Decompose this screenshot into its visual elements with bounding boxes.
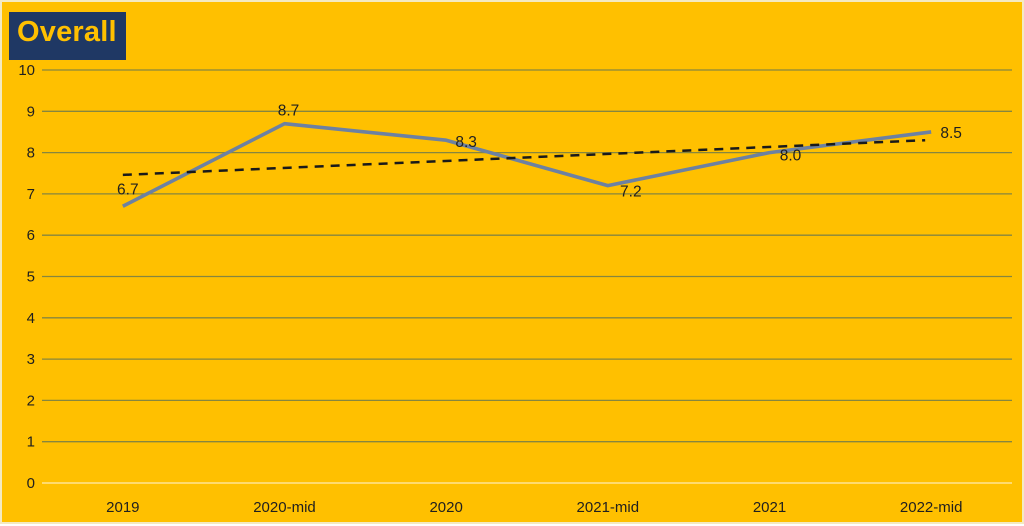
y-tick-label: 9 bbox=[27, 103, 35, 120]
x-category-label: 2019 bbox=[106, 499, 139, 516]
data-label: 8.5 bbox=[940, 125, 962, 142]
data-label: 8.7 bbox=[278, 103, 300, 120]
trendline-dashed bbox=[122, 138, 926, 177]
x-category-label: 2021-mid bbox=[577, 499, 640, 516]
y-tick-label: 10 bbox=[18, 62, 35, 79]
chart-title: Overall bbox=[17, 16, 117, 48]
series-line-overall bbox=[122, 121, 932, 208]
y-tick-label: 2 bbox=[27, 392, 35, 409]
y-tick-label: 7 bbox=[27, 186, 35, 203]
data-label: 8.3 bbox=[455, 134, 477, 151]
y-tick-label: 1 bbox=[27, 434, 35, 451]
x-category-label: 2022-mid bbox=[900, 499, 963, 516]
x-category-label: 2021 bbox=[753, 499, 786, 516]
y-tick-label: 6 bbox=[27, 227, 35, 244]
x-category-label: 2020 bbox=[429, 499, 462, 516]
data-label: 8.0 bbox=[780, 148, 802, 165]
y-tick-label: 3 bbox=[27, 351, 35, 368]
chart-title-box: Overall bbox=[9, 12, 126, 60]
data-label: 7.2 bbox=[620, 184, 642, 201]
x-category-label: 2020-mid bbox=[253, 499, 316, 516]
y-tick-label: 0 bbox=[27, 475, 35, 492]
y-tick-label: 5 bbox=[27, 269, 35, 286]
y-tick-label: 4 bbox=[27, 310, 35, 327]
y-tick-label: 8 bbox=[27, 145, 35, 162]
data-label: 6.7 bbox=[117, 181, 139, 198]
